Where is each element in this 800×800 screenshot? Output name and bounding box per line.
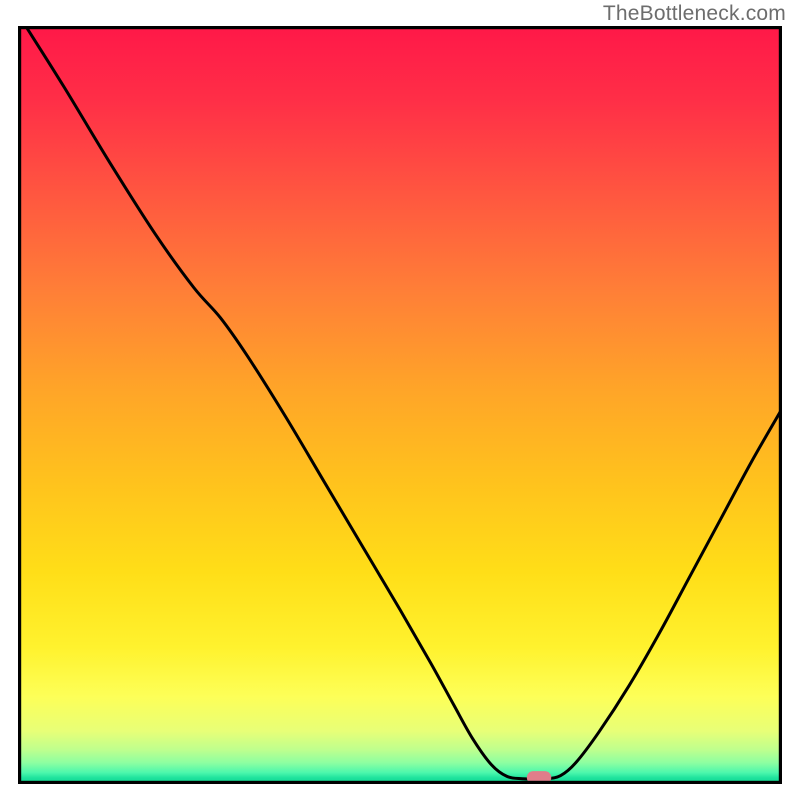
- watermark-text: TheBottleneck.com: [603, 2, 786, 26]
- gradient-background: [18, 26, 782, 784]
- chart-stage: TheBottleneck.com: [0, 0, 800, 800]
- plot-area: [18, 26, 782, 784]
